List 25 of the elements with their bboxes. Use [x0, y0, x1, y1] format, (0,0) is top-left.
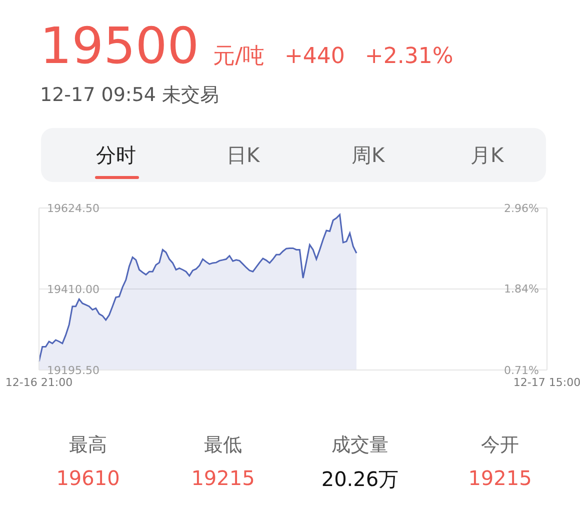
text: 19215 — [467, 466, 533, 490]
text: 20.26万 — [320, 466, 400, 493]
chart-title: 19500 — [40, 17, 200, 75]
y-tick-label: 19624.50 — [47, 202, 100, 215]
text: 分时 — [95, 142, 137, 169]
y-tick-label: 19195.50 — [47, 364, 100, 377]
text: 19610 — [55, 466, 121, 490]
text: +440 — [284, 44, 345, 69]
text: 成交量 — [330, 433, 390, 458]
text: 12-17 09:54 未交易 — [40, 83, 220, 108]
text: 日K — [225, 142, 261, 169]
text: 最高 — [68, 433, 108, 458]
x-tick-label: 12-17 15:00 — [513, 376, 580, 389]
y2-tick-label: 1.84% — [504, 282, 539, 296]
text: 元/吨 — [213, 43, 264, 71]
y2-tick-label: 2.96% — [504, 202, 539, 215]
y-tick-label: 19410.00 — [47, 282, 100, 296]
text: 19215 — [190, 466, 256, 490]
text: 最低 — [203, 433, 243, 458]
x-tick-label: 12-16 21:00 — [5, 376, 73, 389]
text: 今开 — [480, 433, 520, 458]
y2-tick-label: 0.71% — [504, 364, 539, 377]
text: +2.31% — [364, 44, 454, 69]
text: 月K — [469, 142, 505, 169]
text: 周K — [350, 142, 386, 169]
